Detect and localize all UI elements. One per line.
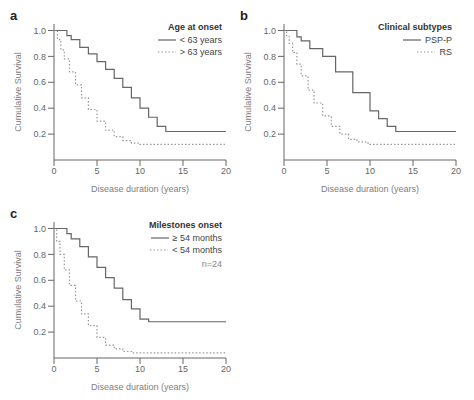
svg-text:0.8: 0.8: [263, 52, 276, 62]
html-text:> 63 years: > 63 years: [179, 47, 222, 57]
html-text:n=24: n=24: [201, 259, 222, 269]
svg-text:15: 15: [408, 166, 418, 176]
svg-text:0.2: 0.2: [33, 129, 46, 139]
html-text:c: c: [10, 206, 18, 221]
html-text:Clinical subtypes: Clinical subtypes: [378, 22, 452, 32]
html-text:RS: RS: [439, 47, 452, 57]
svg-text:0: 0: [51, 364, 56, 374]
svg-text:20: 20: [221, 364, 231, 374]
html-text:Milestones onset: Milestones onset: [149, 220, 222, 230]
svg-text:Cumulative Survival: Cumulative Survival: [13, 250, 23, 330]
svg-text:0.6: 0.6: [33, 275, 46, 285]
svg-text:Cumulative Survival: Cumulative Survival: [13, 52, 23, 132]
svg-text:5: 5: [94, 166, 99, 176]
svg-text:20: 20: [221, 166, 231, 176]
svg-text:0.4: 0.4: [33, 103, 46, 113]
svg-text:0.2: 0.2: [33, 327, 46, 337]
svg-text:0.4: 0.4: [263, 103, 276, 113]
svg-text:Cumulative Survival: Cumulative Survival: [243, 52, 253, 132]
svg-text:10: 10: [365, 166, 375, 176]
svg-text:0.8: 0.8: [33, 250, 46, 260]
svg-text:0.6: 0.6: [33, 77, 46, 87]
svg-text:10: 10: [135, 364, 145, 374]
svg-text:5: 5: [324, 166, 329, 176]
svg-text:Disease duration (years): Disease duration (years): [91, 184, 189, 194]
svg-text:20: 20: [451, 166, 461, 176]
html-text:a: a: [10, 8, 18, 23]
html-text:Age at onset: Age at onset: [168, 22, 222, 32]
svg-text:0.4: 0.4: [33, 301, 46, 311]
svg-text:1.0: 1.0: [263, 26, 276, 36]
svg-text:0.6: 0.6: [263, 77, 276, 87]
html-text:PSP-P: PSP-P: [425, 35, 452, 45]
svg-text:1.0: 1.0: [33, 224, 46, 234]
svg-text:0: 0: [51, 166, 56, 176]
html-text:b: b: [240, 8, 248, 23]
svg-text:Disease duration (years): Disease duration (years): [321, 184, 419, 194]
svg-text:5: 5: [94, 364, 99, 374]
svg-text:10: 10: [135, 166, 145, 176]
html-text:≥ 54 months: ≥ 54 months: [172, 233, 222, 243]
html-text:< 54 months: < 54 months: [172, 245, 222, 255]
svg-text:15: 15: [178, 364, 188, 374]
svg-text:Disease duration (years): Disease duration (years): [91, 382, 189, 392]
svg-text:1.0: 1.0: [33, 26, 46, 36]
html-text:< 63 years: < 63 years: [179, 35, 222, 45]
svg-text:15: 15: [178, 166, 188, 176]
svg-text:0: 0: [281, 166, 286, 176]
svg-text:0.8: 0.8: [33, 52, 46, 62]
svg-text:0.2: 0.2: [263, 129, 276, 139]
